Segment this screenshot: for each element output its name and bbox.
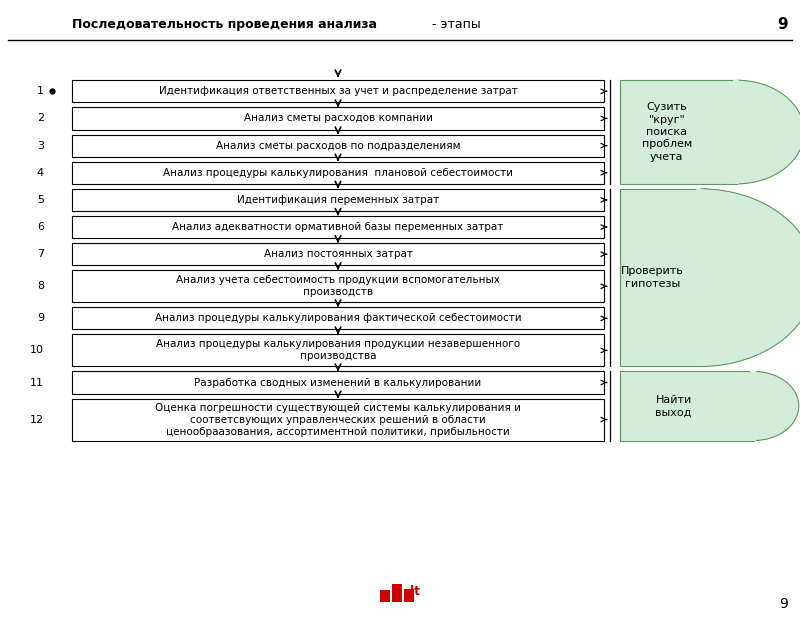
FancyBboxPatch shape [72,243,604,265]
Text: - этапы: - этапы [428,18,481,31]
Text: Идентификация переменных затрат: Идентификация переменных затрат [237,195,439,205]
FancyBboxPatch shape [380,590,390,602]
Text: 6: 6 [37,222,44,232]
Text: Анализ процедуры калькулирования продукции незавершенного
производства: Анализ процедуры калькулирования продукц… [156,339,520,362]
Text: 7: 7 [37,249,44,259]
Text: Найти
выход: Найти выход [655,395,692,417]
Text: 9: 9 [779,597,788,611]
FancyBboxPatch shape [620,80,737,184]
FancyBboxPatch shape [72,399,604,441]
FancyBboxPatch shape [72,189,604,211]
Text: 12: 12 [30,415,44,424]
Text: Последовательность проведения анализа: Последовательность проведения анализа [72,18,377,31]
Wedge shape [701,189,800,366]
Text: 2: 2 [37,114,44,123]
Text: Анализ сметы расходов по подразделениям: Анализ сметы расходов по подразделениям [216,141,460,151]
Text: 4: 4 [37,168,44,178]
FancyBboxPatch shape [750,371,756,441]
Text: Анализ адекватности ормативной базы переменных затрат: Анализ адекватности ормативной базы пере… [172,222,504,232]
Text: 9: 9 [778,17,788,32]
FancyBboxPatch shape [72,270,604,302]
FancyBboxPatch shape [72,135,604,157]
FancyBboxPatch shape [72,216,604,238]
FancyBboxPatch shape [72,107,604,130]
Wedge shape [754,371,798,441]
FancyBboxPatch shape [733,80,739,184]
Text: Оценка погрешности существующей системы калькулирования и
соответсвующих управле: Оценка погрешности существующей системы … [155,402,521,437]
FancyBboxPatch shape [72,334,604,366]
Text: 11: 11 [30,378,44,387]
FancyBboxPatch shape [72,80,604,102]
Text: Анализ процедуры калькулирования фактической себестоимости: Анализ процедуры калькулирования фактиче… [154,313,522,323]
Text: Сузить
"круг"
поиска
проблем
учета: Сузить "круг" поиска проблем учета [642,102,692,162]
Text: 9: 9 [37,313,44,323]
Text: Идентификация ответственных за учет и распределение затрат: Идентификация ответственных за учет и ра… [158,86,518,96]
Text: Разработка сводных изменений в калькулировании: Разработка сводных изменений в калькулир… [194,378,482,387]
Text: 8: 8 [37,281,44,291]
Text: 1: 1 [37,86,44,96]
Text: Анализ процедуры калькулирования  плановой себестоимости: Анализ процедуры калькулирования планово… [163,168,513,178]
FancyBboxPatch shape [697,189,703,366]
FancyBboxPatch shape [392,584,402,602]
Text: Анализ учета себестоимость продукции вспомогательных
производств: Анализ учета себестоимость продукции всп… [176,275,500,297]
Text: lt: lt [410,586,420,598]
Text: Анализ сметы расходов компании: Анализ сметы расходов компании [243,114,433,123]
FancyBboxPatch shape [72,371,604,394]
FancyBboxPatch shape [72,162,604,184]
Text: 3: 3 [37,141,44,151]
Text: 5: 5 [37,195,44,205]
FancyBboxPatch shape [404,589,414,602]
FancyBboxPatch shape [72,307,604,329]
Wedge shape [737,80,800,184]
Text: Анализ постоянных затрат: Анализ постоянных затрат [263,249,413,259]
FancyBboxPatch shape [620,371,754,441]
Text: 10: 10 [30,346,44,355]
Text: Проверить
гипотезы: Проверить гипотезы [621,267,683,289]
FancyBboxPatch shape [620,189,701,366]
